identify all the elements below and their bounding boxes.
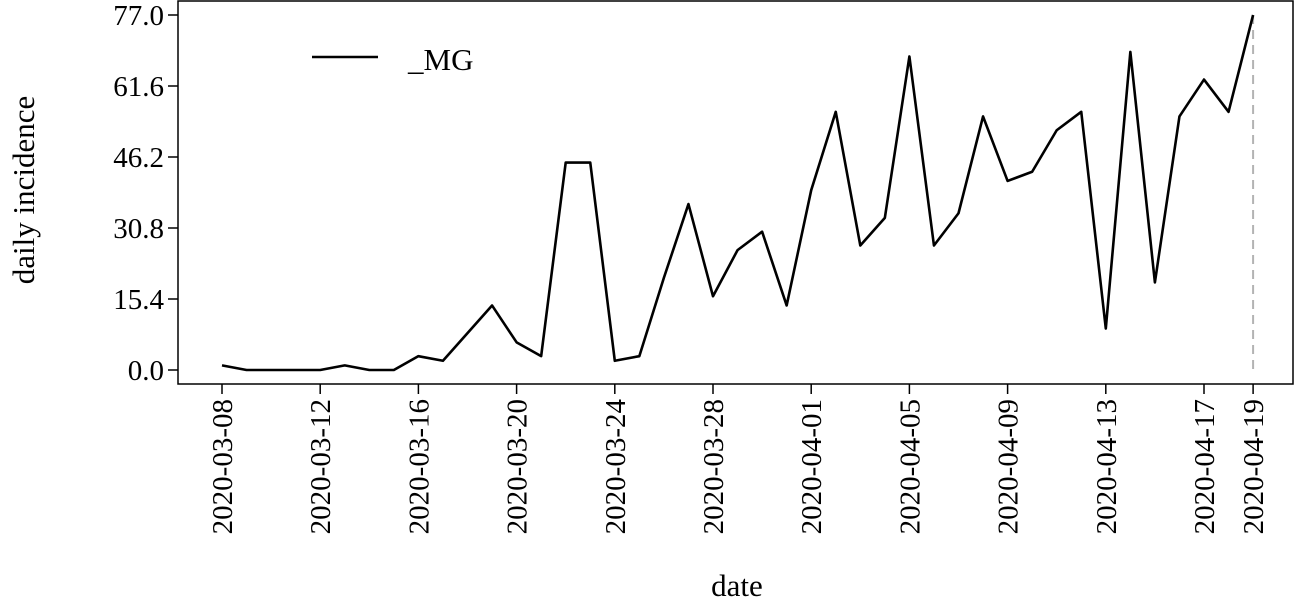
x-tick-label: 2020-04-17 xyxy=(1189,399,1221,534)
series-line xyxy=(221,14,1255,372)
x-tick-label: 2020-03-08 xyxy=(207,399,239,534)
x-tick-label: 2020-03-28 xyxy=(698,399,730,534)
legend-label: _MG xyxy=(407,42,473,77)
x-tick-label: 2020-03-12 xyxy=(305,399,337,534)
x-tick-label: 2020-03-16 xyxy=(403,399,435,534)
legend: _MG xyxy=(312,42,473,77)
x-tick-label: 2020-04-19 xyxy=(1238,399,1270,534)
x-axis: 2020-03-08 2020-03-12 2020-03-16 2020-03-20… xyxy=(207,384,1270,534)
x-tick-label: 2020-03-24 xyxy=(600,399,632,535)
y-tick-label: 61.6 xyxy=(113,71,164,103)
x-tick-label: 2020-04-09 xyxy=(993,399,1025,534)
y-tick-label: 0.0 xyxy=(128,355,164,387)
y-tick-label: 30.8 xyxy=(113,213,164,245)
y-axis: 0.0 15.4 30.8 46.2 61.6 77.0 xyxy=(113,0,178,387)
y-tick-label: 77.0 xyxy=(113,0,164,32)
plot-frame xyxy=(177,0,1294,385)
x-tick-label: 2020-03-20 xyxy=(502,399,534,534)
x-axis-title: date xyxy=(711,568,763,600)
x-tick-label: 2020-04-01 xyxy=(796,399,828,534)
y-axis-title: daily incidence xyxy=(6,96,41,285)
y-tick-label: 15.4 xyxy=(113,284,164,316)
y-tick-label: 46.2 xyxy=(113,142,164,174)
x-tick-label: 2020-04-05 xyxy=(894,399,926,534)
x-tick-label: 2020-04-13 xyxy=(1091,399,1123,534)
